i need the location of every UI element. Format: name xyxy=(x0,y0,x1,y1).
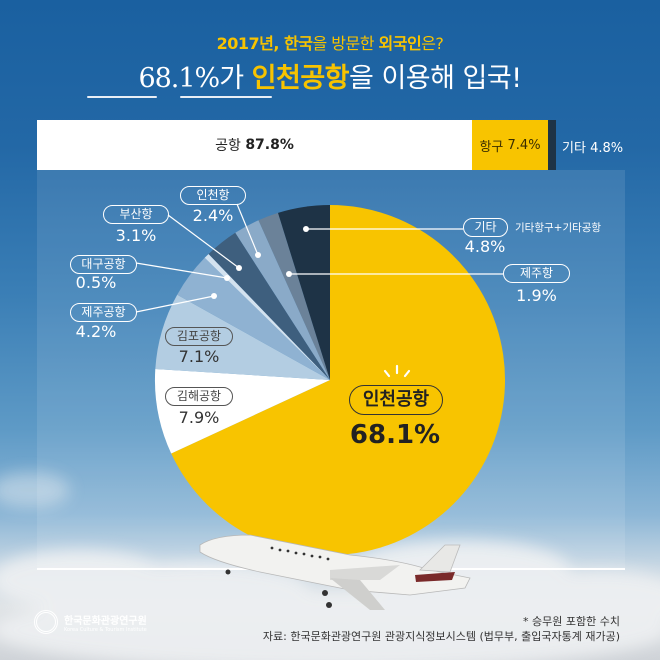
bar-other-value: 4.8% xyxy=(590,141,624,156)
institute-logo: 한국문화관광연구원 Korea Culture & Tourism Instit… xyxy=(34,610,147,634)
leader-dots xyxy=(211,226,309,299)
subtitle-mid: 을 방문한 xyxy=(312,34,379,53)
subtitle: 2017년, 한국을 방문한 외국인은? xyxy=(0,30,660,54)
slice-other xyxy=(278,205,330,380)
source-citation: 자료: 한국문화관광연구원 관광지식정보시스템 (법무부, 출입국자통계 재가공… xyxy=(262,630,620,643)
value-jeju-airport: 4.2% xyxy=(75,322,117,341)
bar-airport-label: 공항 xyxy=(215,138,241,154)
value-busan-port: 3.1% xyxy=(115,226,157,245)
slice-jeju-port xyxy=(258,212,330,380)
label-gimhae: 김해공항 xyxy=(165,387,233,406)
title-percent: 68.1% xyxy=(138,63,220,94)
slice-gimhae xyxy=(154,369,330,454)
value-incheon-airport: 68.1% xyxy=(349,420,441,450)
subtitle-end: 은? xyxy=(421,34,444,53)
label-incheon-airport: 인천공항 xyxy=(349,385,443,415)
bar-port-value: 7.4% xyxy=(507,137,541,153)
bar-segment-airport: 공항 87.8% xyxy=(37,120,472,170)
label-other-note: 기타항구+기타공항 xyxy=(515,222,602,234)
title-underline-percent xyxy=(87,96,157,98)
value-gimpo: 7.1% xyxy=(178,347,220,366)
label-daegu: 대구공항 xyxy=(70,255,137,274)
footnote: * 승무원 포함한 수치 xyxy=(523,615,620,628)
title-rest: 을 이용해 입국! xyxy=(349,63,522,94)
bar-port-label: 항구 xyxy=(479,139,504,155)
bar-segment-other xyxy=(548,120,556,170)
airplane-illustration xyxy=(199,534,471,610)
logo-name-en: Korea Culture & Tourism Institute xyxy=(64,626,147,633)
title-airport: 인천공항 xyxy=(251,63,350,94)
value-daegu: 0.5% xyxy=(75,273,117,292)
label-other: 기타 xyxy=(463,218,508,237)
subtitle-year: 2017년, xyxy=(216,34,284,53)
highlight-rays-icon xyxy=(383,364,411,378)
slice-incheon-airport xyxy=(171,205,506,555)
summary-bar: 공항 87.8% 항구 7.4% xyxy=(37,120,556,170)
label-jeju-port: 제주항 xyxy=(503,264,570,283)
slice-gimpo xyxy=(155,294,330,380)
bar-other-name: 기타 xyxy=(562,141,586,156)
bar-airport-value: 87.8% xyxy=(245,137,294,153)
logo-ring-icon xyxy=(34,610,58,634)
subtitle-korea: 한국 xyxy=(284,34,313,53)
title-underline-airport xyxy=(180,96,272,98)
slice-jeju-airport xyxy=(177,257,330,380)
bar-other-label: 기타 4.8% xyxy=(562,137,623,156)
value-gimhae: 7.9% xyxy=(178,408,220,427)
label-busan-port: 부산항 xyxy=(103,205,169,224)
title-particle: 가 xyxy=(219,63,252,94)
value-jeju-port: 1.9% xyxy=(516,286,557,305)
page-title: 68.1%가 인천공항을 이용해 입국! xyxy=(0,56,660,95)
slice-incheon-port xyxy=(235,220,330,380)
leader-lines xyxy=(135,203,503,313)
subtitle-foreigners: 외국인 xyxy=(378,34,422,53)
value-other: 4.8% xyxy=(464,237,506,256)
value-incheon-port: 2.4% xyxy=(192,206,234,225)
label-incheon-port: 인천항 xyxy=(180,186,246,205)
label-gimpo: 김포공항 xyxy=(165,327,233,346)
bar-segment-port: 항구 7.4% xyxy=(472,120,548,170)
slice-daegu xyxy=(204,254,330,380)
label-jeju-airport: 제주공항 xyxy=(70,303,137,322)
logo-name-ko: 한국문화관광연구원 xyxy=(64,615,147,627)
